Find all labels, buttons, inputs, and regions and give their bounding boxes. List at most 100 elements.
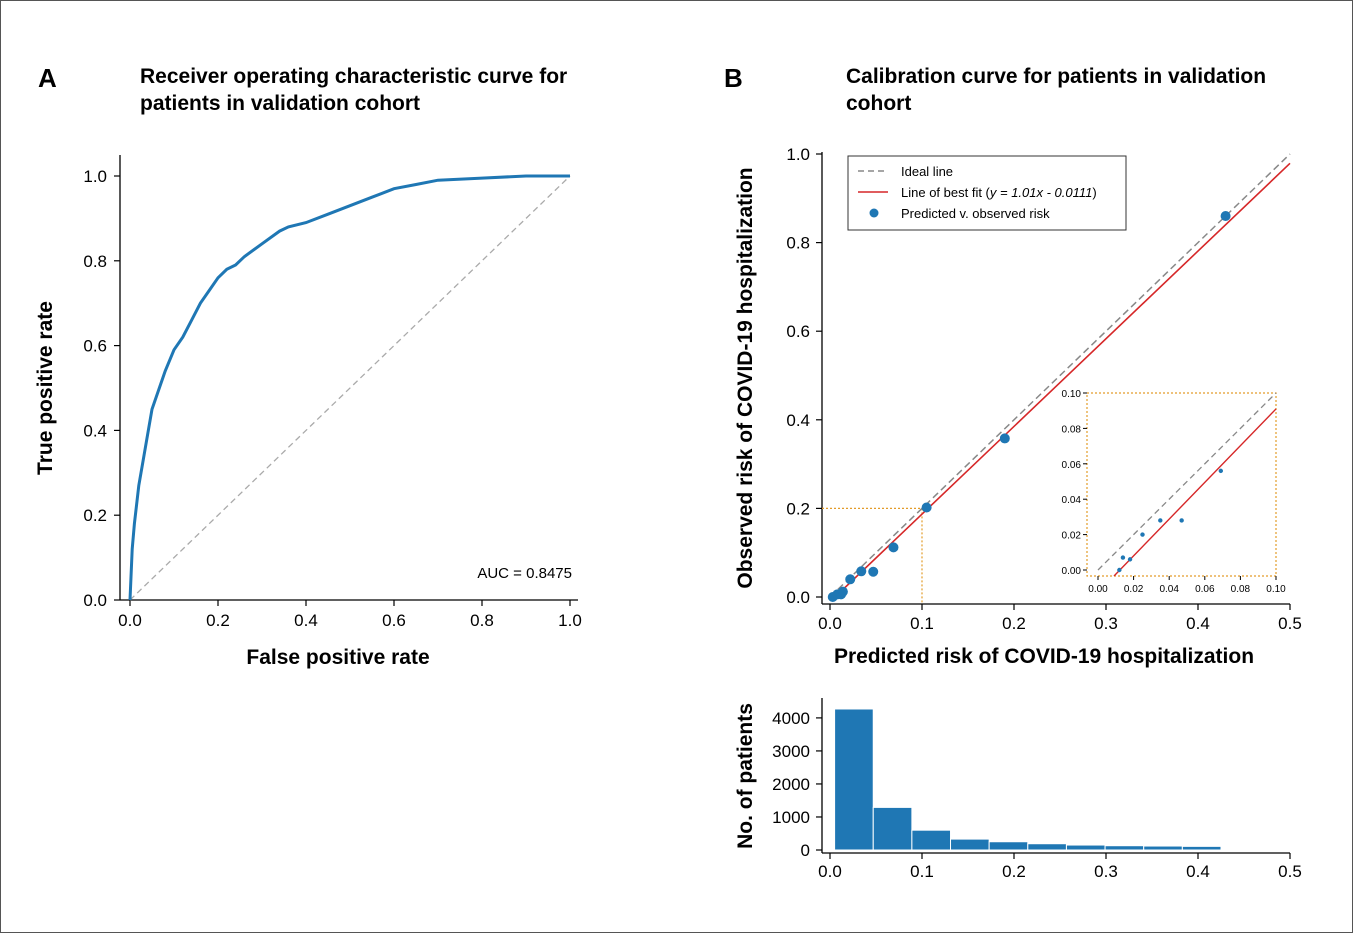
roc-y-tick-label: 0.2 bbox=[83, 506, 107, 525]
calibration-point bbox=[921, 502, 932, 513]
histogram-y-tick-label: 2000 bbox=[772, 775, 810, 794]
calibration-point bbox=[868, 566, 879, 577]
inset-best-fit-line bbox=[1113, 408, 1277, 577]
histogram-bar bbox=[911, 829, 952, 851]
inset-point bbox=[1158, 518, 1163, 523]
histogram-bar bbox=[1143, 845, 1183, 851]
histogram-x-tick-label: 0.4 bbox=[1186, 862, 1210, 881]
roc-x-tick-label: 0.2 bbox=[206, 611, 230, 630]
best-fit-line bbox=[834, 162, 1291, 598]
roc-x-tick-label: 0.6 bbox=[382, 611, 406, 630]
histogram-y-tick-label: 0 bbox=[801, 841, 810, 860]
calibration-y-tick-label: 0.6 bbox=[786, 322, 810, 341]
histogram-bar bbox=[950, 838, 990, 851]
histogram-x-tick-label: 0.1 bbox=[910, 862, 934, 881]
histogram-y-tick-label: 1000 bbox=[772, 808, 810, 827]
inset-point bbox=[1120, 555, 1126, 560]
histogram-bar bbox=[1065, 844, 1106, 851]
inset-frame bbox=[1086, 392, 1277, 577]
roc-x-tick-label: 0.0 bbox=[118, 611, 142, 630]
roc-x-label: False positive rate bbox=[246, 646, 429, 669]
calibration-y-tick-label: 0.8 bbox=[786, 234, 810, 253]
calibration-point bbox=[856, 566, 867, 577]
calibration-x-tick-label: 0.5 bbox=[1278, 614, 1302, 633]
calibration-point bbox=[1220, 211, 1231, 222]
calibration-chart: 0.0 0.1 0.2 0.3 0.4 0.5 0.0 0.2 0.4 0.6 0.8 1.0 Ide… bbox=[734, 145, 1302, 668]
inset-point bbox=[1179, 518, 1184, 523]
calibration-x-tick-label: 0.2 bbox=[1002, 614, 1026, 633]
roc-title-line1: Receiver operating characteristic curve … bbox=[140, 65, 567, 88]
roc-y-tick-label: 0.8 bbox=[83, 252, 107, 271]
inset-x-tick-label: 0.00 bbox=[1088, 584, 1108, 595]
legend-fit-equation: y = 1.01x - 0.0111 bbox=[989, 185, 1093, 200]
calibration-y-tick-label: 1.0 bbox=[786, 145, 810, 164]
inset-y-tick-label: 0.00 bbox=[1062, 566, 1082, 577]
calibration-inset: 0.00 0.02 0.04 0.06 0.08 0.10 0.00 0.02 0.04 0.06… bbox=[1062, 389, 1287, 595]
histogram-y-tick-label: 4000 bbox=[772, 709, 810, 728]
calibration-title-line2: cohort bbox=[846, 92, 911, 115]
calibration-legend: Ideal line Line of best fit (y = 1.01x -… bbox=[847, 155, 1127, 231]
inset-point bbox=[1140, 532, 1145, 537]
calibration-x-label: Predicted risk of COVID-19 hospitalizati… bbox=[834, 645, 1254, 668]
roc-x-tick-label: 1.0 bbox=[558, 611, 582, 630]
legend-fit-suffix: ) bbox=[1092, 185, 1096, 200]
legend-points-label: Predicted v. observed risk bbox=[901, 206, 1050, 221]
calibration-y-label: Observed risk of COVID-19 hospitalizatio… bbox=[734, 167, 757, 588]
inset-point bbox=[1117, 567, 1122, 573]
roc-chart: 0.0 0.2 0.4 0.6 0.8 1.0 0.0 0.2 0.4 0.6 0.8 1.0 AUC… bbox=[34, 155, 582, 669]
inset-y-tick-label: 0.10 bbox=[1062, 389, 1082, 400]
histogram-bar bbox=[1104, 845, 1145, 851]
histogram-x-tick-label: 0.5 bbox=[1278, 862, 1302, 881]
panel-letter-a: A bbox=[38, 63, 57, 93]
legend-box bbox=[847, 155, 1127, 231]
inset-ideal-line bbox=[1097, 392, 1277, 571]
inset-x-tick-label: 0.10 bbox=[1266, 584, 1286, 595]
roc-y-tick-label: 0.0 bbox=[83, 591, 107, 610]
histogram-bar bbox=[872, 806, 913, 851]
histogram-chart: 0.0 0.1 0.2 0.3 0.4 0.5 0 1000 2000 3000 4000 No. … bbox=[734, 698, 1302, 881]
inset-y-tick-label: 0.04 bbox=[1062, 495, 1082, 506]
inset-x-tick-label: 0.08 bbox=[1231, 584, 1251, 595]
histogram-x-tick-label: 0.3 bbox=[1094, 862, 1118, 881]
histogram-x-tick-label: 0.2 bbox=[1002, 862, 1026, 881]
calibration-title-line1: Calibration curve for patients in valida… bbox=[846, 65, 1266, 88]
legend-fit-prefix: Line of best fit ( bbox=[901, 185, 991, 200]
calibration-point bbox=[845, 574, 856, 585]
inset-x-tick-label: 0.02 bbox=[1124, 584, 1144, 595]
calibration-point bbox=[837, 586, 848, 597]
panel-letter-b: B bbox=[724, 63, 743, 93]
legend-fit-label: Line of best fit (y = 1.01x - 0.0111) bbox=[901, 185, 1097, 200]
roc-y-tick-label: 0.4 bbox=[83, 421, 107, 440]
calibration-x-tick-label: 0.3 bbox=[1094, 614, 1118, 633]
roc-x-tick-label: 0.8 bbox=[470, 611, 494, 630]
calibration-y-tick-label: 0.4 bbox=[786, 411, 810, 430]
roc-x-tick-label: 0.4 bbox=[294, 611, 318, 630]
ideal-line bbox=[829, 153, 1291, 598]
calibration-point bbox=[888, 542, 899, 553]
roc-y-label: True positive rate bbox=[34, 301, 57, 475]
inset-x-tick-label: 0.04 bbox=[1159, 584, 1179, 595]
calibration-y-tick-label: 0.2 bbox=[786, 499, 810, 518]
histogram-y-label: No. of patients bbox=[734, 703, 757, 849]
calibration-point bbox=[999, 433, 1010, 444]
legend-ideal-label: Ideal line bbox=[901, 164, 953, 179]
legend-points-swatch bbox=[869, 208, 879, 218]
calibration-x-tick-label: 0.4 bbox=[1186, 614, 1210, 633]
calibration-x-tick-label: 0.1 bbox=[910, 614, 934, 633]
inset-point bbox=[1218, 468, 1224, 474]
inset-point bbox=[1127, 557, 1133, 562]
histogram-bar bbox=[1027, 843, 1067, 851]
histogram-bar bbox=[1181, 845, 1222, 851]
roc-title-line2: patients in validation cohort bbox=[140, 92, 420, 115]
inset-y-tick-label: 0.08 bbox=[1062, 424, 1082, 435]
histogram-bar bbox=[834, 708, 874, 851]
calibration-x-tick-label: 0.0 bbox=[818, 614, 842, 633]
calibration-y-tick-label: 0.0 bbox=[786, 588, 810, 607]
auc-annotation: AUC = 0.8475 bbox=[477, 565, 572, 582]
roc-y-tick-label: 0.6 bbox=[83, 337, 107, 356]
histogram-bar bbox=[988, 841, 1029, 851]
histogram-y-tick-label: 3000 bbox=[772, 742, 810, 761]
roc-chance-line bbox=[129, 175, 571, 601]
roc-y-tick-label: 1.0 bbox=[83, 167, 107, 186]
